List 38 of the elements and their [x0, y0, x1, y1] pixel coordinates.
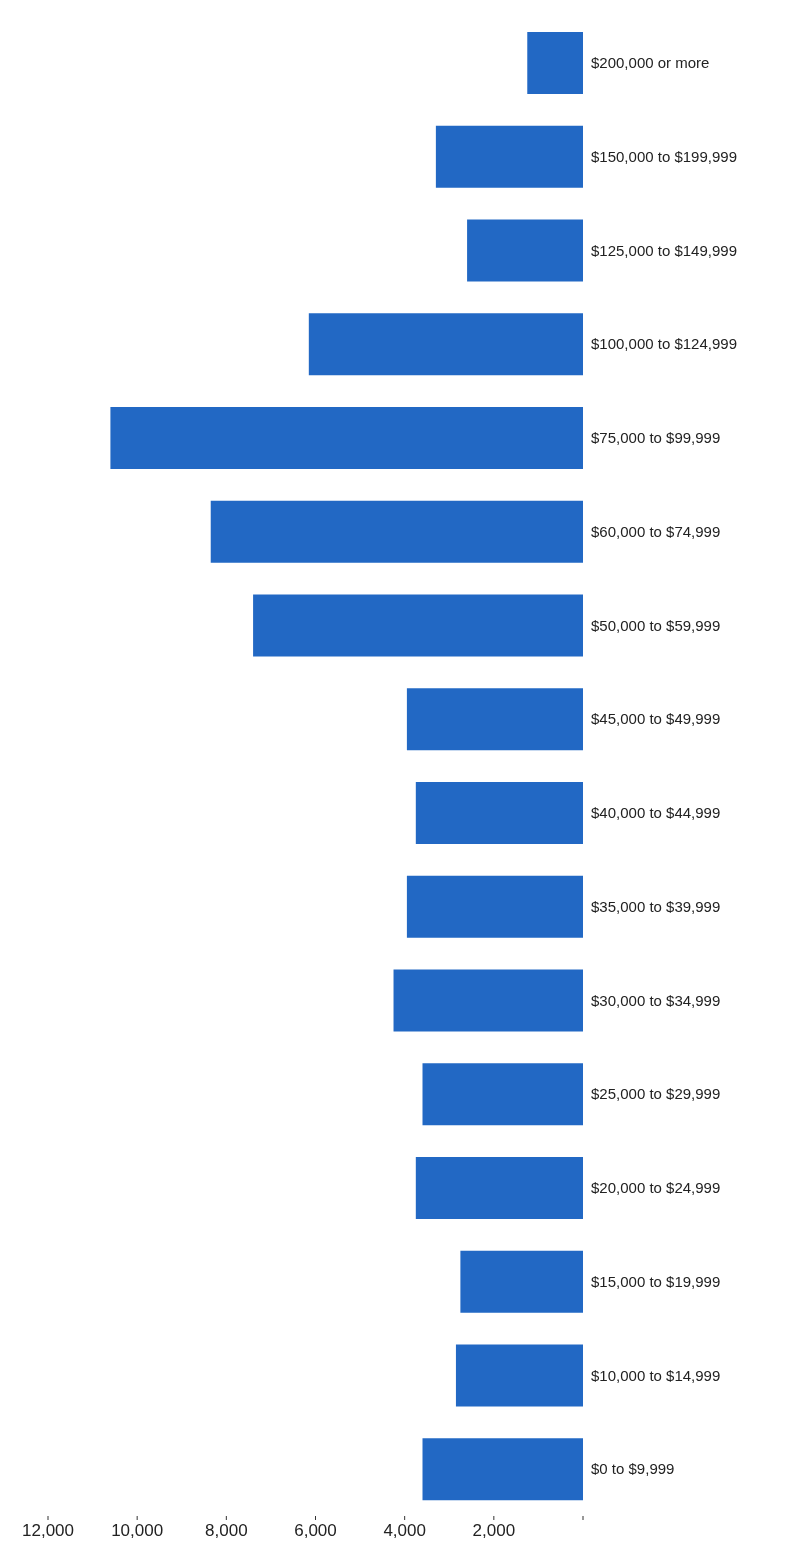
y-tick-label: $0 to $9,999: [591, 1460, 675, 1478]
x-tick-label: 6,000: [294, 1521, 337, 1540]
y-tick-label: $15,000 to $19,999: [591, 1272, 721, 1290]
x-tick-label: 4,000: [383, 1521, 426, 1540]
bar: [460, 1250, 583, 1313]
bar: [110, 406, 583, 469]
y-tick-label: $75,000 to $99,999: [591, 429, 721, 447]
y-tick-label: $10,000 to $14,999: [591, 1366, 721, 1384]
y-tick-label: $30,000 to $34,999: [591, 991, 721, 1009]
x-tick-label: 10,000: [111, 1521, 164, 1540]
y-tick-label: $100,000 to $124,999: [591, 335, 737, 353]
x-tick-label: 2,000: [472, 1521, 516, 1540]
y-tick-label: $45,000 to $49,999: [591, 710, 721, 728]
y-tick-label: $60,000 to $74,999: [591, 522, 721, 540]
y-tick-label: $50,000 to $59,999: [591, 616, 721, 634]
bar: [467, 219, 583, 282]
bar: [415, 1156, 583, 1219]
bar: [308, 313, 583, 376]
x-tick-label: 12,000: [22, 1521, 74, 1540]
bar: [210, 500, 583, 563]
y-tick-label: $35,000 to $39,999: [591, 897, 721, 915]
bar: [435, 125, 583, 188]
bar: [422, 1438, 583, 1501]
bar: [253, 594, 583, 657]
y-tick-label: $150,000 to $199,999: [591, 147, 737, 165]
x-tick-label: 8,000: [205, 1521, 248, 1540]
bar: [393, 969, 583, 1032]
bar: [406, 875, 583, 938]
bar: [422, 1063, 583, 1126]
bar: [406, 688, 583, 751]
y-tick-label: $20,000 to $24,999: [591, 1179, 721, 1197]
y-tick-label: $200,000 or more: [591, 54, 710, 72]
y-tick-label: $125,000 to $149,999: [591, 241, 737, 259]
bar: [455, 1344, 583, 1407]
y-tick-label: $40,000 to $44,999: [591, 804, 721, 822]
bar: [415, 781, 583, 844]
bar: [527, 31, 583, 94]
y-tick-label: $25,000 to $29,999: [591, 1085, 721, 1103]
